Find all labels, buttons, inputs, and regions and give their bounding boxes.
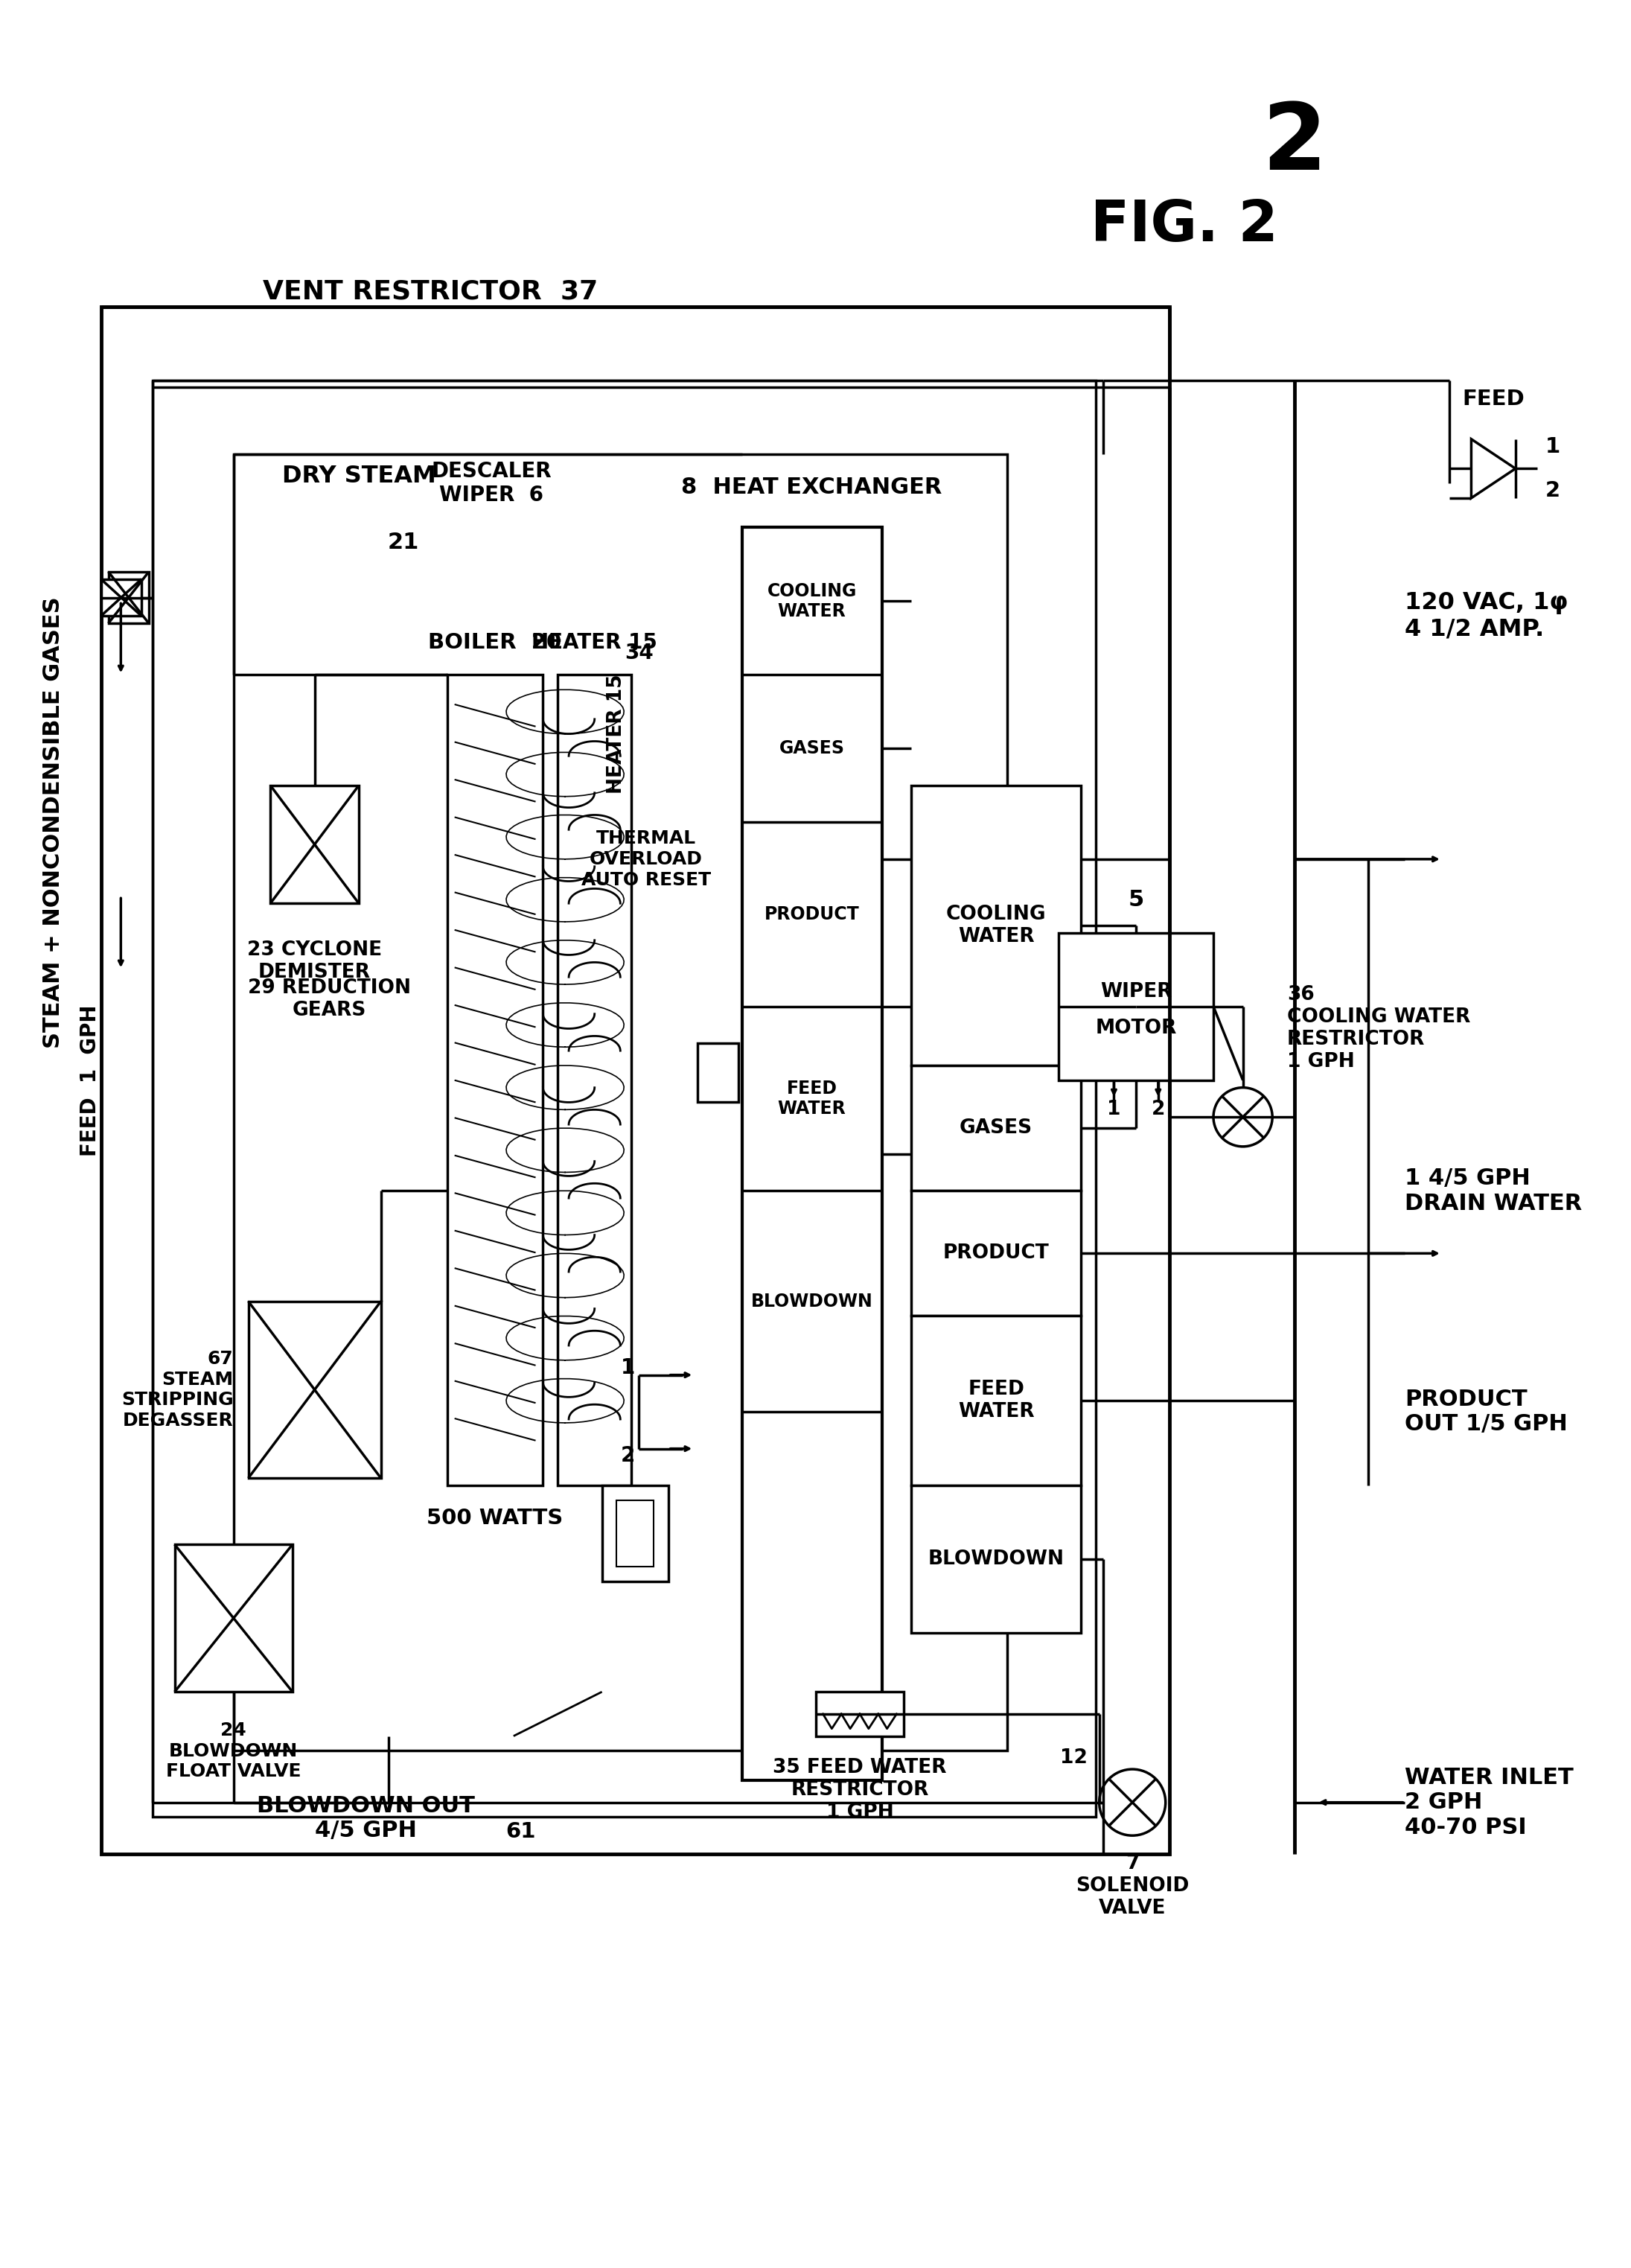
Text: 12: 12 — [1060, 1749, 1088, 1767]
Text: PRODUCT
OUT 1/5 GPH: PRODUCT OUT 1/5 GPH — [1404, 1388, 1567, 1436]
Text: 2: 2 — [1262, 100, 1328, 191]
Text: HEATER 15: HEATER 15 — [532, 633, 657, 653]
Bar — [447, 676, 543, 1486]
Text: STEAM + NONCONDENSIBLE GASES: STEAM + NONCONDENSIBLE GASES — [42, 596, 64, 1048]
Text: BOILER  20: BOILER 20 — [429, 633, 561, 653]
Text: VENT RESTRICTOR  37: VENT RESTRICTOR 37 — [263, 279, 599, 304]
Bar — [816, 1692, 904, 1735]
Text: 67
STEAM
STRIPPING
DEGASSER: 67 STEAM STRIPPING DEGASSER — [121, 1349, 233, 1429]
Text: DESCALER
WIPER  6: DESCALER WIPER 6 — [431, 460, 551, 506]
Text: 7
SOLENOID
VALVE: 7 SOLENOID VALVE — [1076, 1853, 1189, 1919]
Text: 24
BLOWDOWN
FLOAT VALVE: 24 BLOWDOWN FLOAT VALVE — [166, 1721, 302, 1780]
Text: WATER INLET
2 GPH
40-70 PSI: WATER INLET 2 GPH 40-70 PSI — [1404, 1767, 1574, 1837]
Text: PRODUCT: PRODUCT — [943, 1243, 1049, 1263]
Text: FEED
WATER: FEED WATER — [957, 1379, 1034, 1422]
Text: BLOWDOWN: BLOWDOWN — [750, 1293, 873, 1311]
Bar — [233, 454, 1006, 1751]
Text: HEATER 15: HEATER 15 — [607, 674, 626, 794]
Text: 1 4/5 GPH
DRAIN WATER: 1 4/5 GPH DRAIN WATER — [1404, 1168, 1582, 1213]
Bar — [108, 572, 148, 624]
Text: 21: 21 — [387, 531, 419, 553]
Text: FEED
WATER: FEED WATER — [778, 1080, 846, 1118]
Text: 120 VAC, 1φ
4 1/2 AMP.: 120 VAC, 1φ 4 1/2 AMP. — [1404, 592, 1569, 642]
Text: FIG. 2: FIG. 2 — [1090, 197, 1277, 254]
Text: GASES: GASES — [959, 1118, 1032, 1139]
Bar — [912, 1315, 1081, 1486]
Text: THERMAL
OVERLOAD
AUTO RESET: THERMAL OVERLOAD AUTO RESET — [581, 830, 711, 889]
Text: BLOWDOWN: BLOWDOWN — [928, 1549, 1063, 1569]
Bar — [1059, 932, 1213, 1080]
Text: 2: 2 — [620, 1445, 634, 1467]
Text: BLOWDOWN OUT
4/5 GPH: BLOWDOWN OUT 4/5 GPH — [258, 1794, 475, 1842]
Bar — [558, 676, 631, 1486]
Bar — [248, 1302, 382, 1479]
Text: 1: 1 — [1545, 435, 1559, 456]
Text: GASES: GASES — [780, 739, 845, 758]
Bar — [271, 785, 359, 903]
Text: PRODUCT: PRODUCT — [765, 905, 860, 923]
Text: 36
COOLING WATER
RESTRICTOR
1 GPH: 36 COOLING WATER RESTRICTOR 1 GPH — [1287, 984, 1471, 1073]
Text: 23 CYCLONE
DEMISTER: 23 CYCLONE DEMISTER — [248, 941, 382, 982]
Bar — [912, 1191, 1081, 1315]
Text: 61: 61 — [506, 1821, 537, 1842]
Text: 35 FEED WATER
RESTRICTOR
1 GPH: 35 FEED WATER RESTRICTOR 1 GPH — [773, 1758, 946, 1821]
Text: 1: 1 — [620, 1356, 634, 1379]
Text: FEED  1  GPH: FEED 1 GPH — [80, 1005, 101, 1157]
Bar — [742, 528, 882, 1780]
Bar — [912, 785, 1081, 1066]
Text: 500 WATTS: 500 WATTS — [427, 1508, 563, 1529]
Text: DRY STEAM: DRY STEAM — [282, 465, 435, 488]
Text: FEED: FEED — [1463, 388, 1525, 411]
Text: 29 REDUCTION
GEARS: 29 REDUCTION GEARS — [248, 978, 411, 1021]
Bar — [698, 1043, 739, 1102]
Text: 1: 1 — [1107, 1100, 1120, 1120]
Bar — [912, 1066, 1081, 1191]
Bar — [602, 1486, 669, 1581]
Text: COOLING
WATER: COOLING WATER — [946, 905, 1045, 946]
Text: 8  HEAT EXCHANGER: 8 HEAT EXCHANGER — [682, 476, 943, 499]
Text: 5: 5 — [1129, 889, 1143, 912]
Bar — [101, 306, 1169, 1853]
Bar — [153, 381, 1096, 1817]
Text: 34: 34 — [625, 642, 652, 662]
Text: 2: 2 — [1545, 481, 1559, 501]
Bar — [617, 1499, 654, 1567]
Text: 2: 2 — [1151, 1100, 1165, 1120]
Bar — [912, 1486, 1081, 1633]
Text: MOTOR: MOTOR — [1096, 1018, 1176, 1039]
Bar — [101, 578, 142, 617]
Text: WIPER: WIPER — [1101, 982, 1173, 1002]
Bar — [175, 1545, 292, 1692]
Text: COOLING
WATER: COOLING WATER — [767, 583, 856, 621]
